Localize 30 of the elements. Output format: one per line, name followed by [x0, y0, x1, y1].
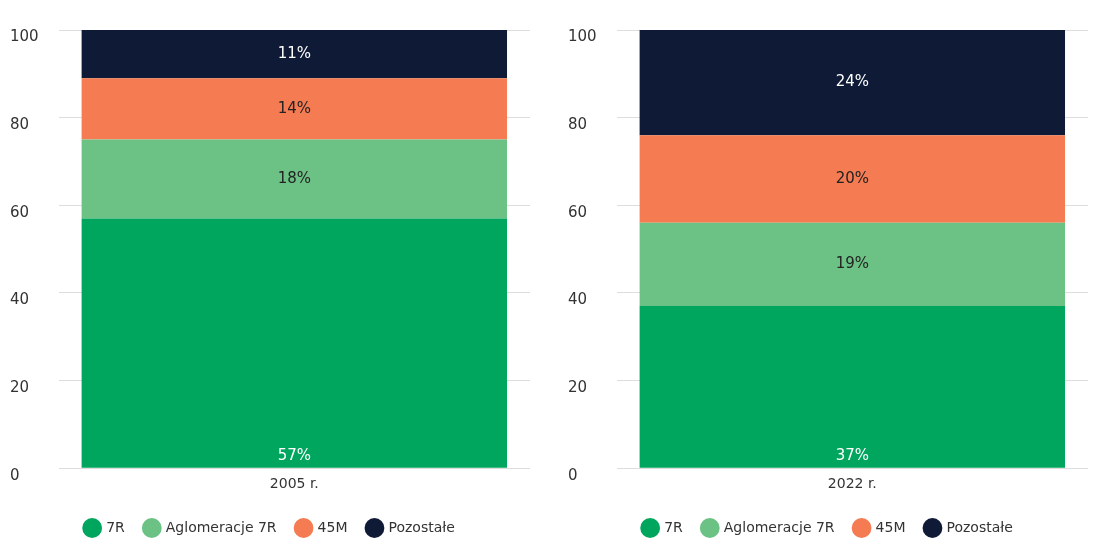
data-label: 37% [835, 445, 869, 464]
y-tick-label: 40 [568, 290, 588, 309]
data-label: 24% [835, 72, 869, 91]
y-tick-label: 60 [10, 202, 30, 221]
y-tick-label: 40 [10, 290, 30, 309]
y-tick-label: 60 [568, 202, 588, 221]
data-label: 11% [277, 43, 311, 62]
legend-label: Pozostałe [388, 518, 455, 535]
legend-label: 45M [875, 518, 906, 535]
legend-label: Pozostałe [946, 518, 1013, 535]
data-label: 14% [277, 98, 311, 117]
y-tick-label: 0 [10, 465, 20, 484]
data-label: 20% [835, 168, 869, 187]
data-label: 19% [835, 254, 869, 273]
y-tick-label: 20 [568, 377, 588, 396]
y-tick-label: 80 [10, 115, 30, 134]
y-tick-label: 20 [10, 377, 30, 396]
x-tick-label: 2022 r. [827, 475, 877, 492]
legend-label: 45M [317, 518, 348, 535]
x-tick-label: 2005 r. [269, 475, 319, 492]
legend-label: 7R [664, 518, 684, 535]
data-label: 57% [277, 445, 311, 464]
y-tick-label: 100 [10, 27, 39, 46]
legend-label: 7R [106, 518, 126, 535]
data-label: 18% [277, 168, 311, 187]
y-tick-label: 0 [568, 465, 578, 484]
legend-label: Aglomeracje 7R [723, 518, 835, 535]
y-tick-label: 100 [568, 27, 597, 46]
legend-label: Aglomeracje 7R [165, 518, 277, 535]
y-tick-label: 80 [568, 115, 588, 134]
